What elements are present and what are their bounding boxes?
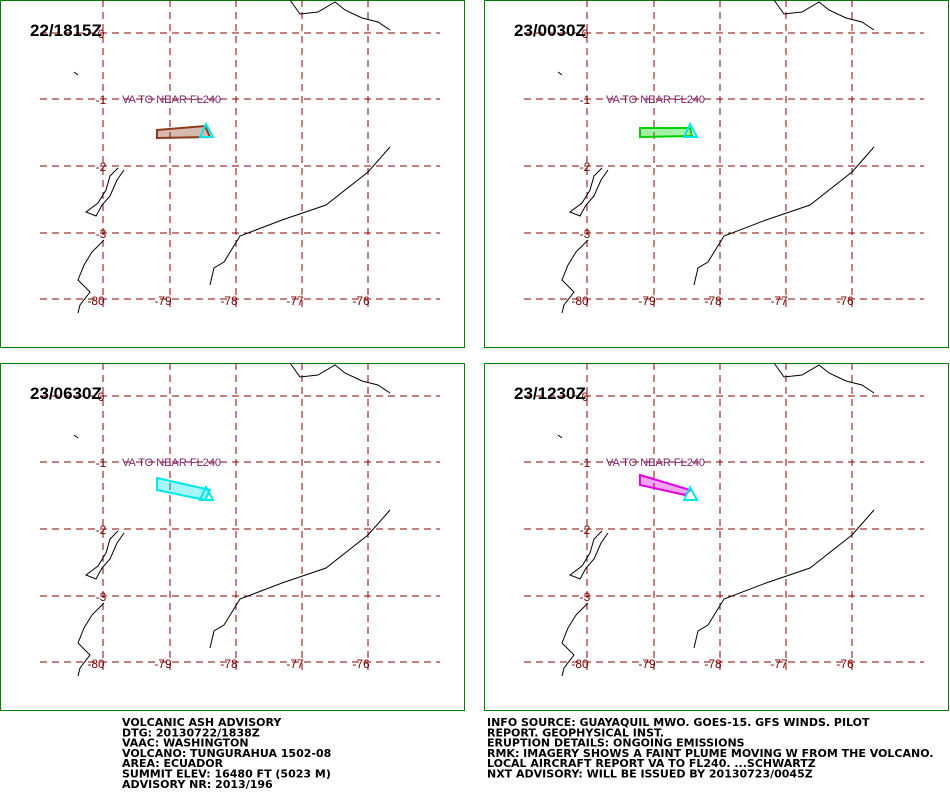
- advisory-line: VOLCANO: TUNGURAHUA 1502-08: [122, 747, 331, 760]
- lat-label: -1: [580, 456, 591, 470]
- lat-label: 0: [582, 27, 589, 41]
- map-panel: 0 -1 -2 -3 -80 -79 -78 -77 -76 VA TO NEAR FL240 23…: [0, 362, 465, 711]
- ash-hatch: [157, 478, 210, 500]
- map-panel: 0 -1 -2 -3 -80 -79 -78 -77 -76 VA TO NEAR FL240 23…: [484, 0, 949, 348]
- coastline: [209, 146, 391, 286]
- lon-label: -76: [352, 657, 370, 671]
- lon-label: -80: [87, 294, 105, 308]
- coastline: [73, 71, 79, 76]
- panel-frame: [484, 363, 949, 711]
- coastline: [693, 509, 875, 649]
- ash-area: [639, 473, 692, 497]
- coastline: [773, 362, 875, 394]
- coastline: [693, 146, 875, 286]
- panel-frame: [0, 363, 465, 711]
- coastline: [557, 71, 563, 76]
- lon-label: -76: [836, 294, 854, 308]
- advisory-line: DTG: 20130722/1838Z: [122, 726, 260, 739]
- coastline: [84, 530, 125, 580]
- lon-label: -77: [770, 294, 788, 308]
- lat-label: -3: [580, 227, 591, 241]
- advisory-line: LOCAL AIRCRAFT REPORT VA TO FL240. ...SC…: [487, 757, 816, 770]
- volcano-marker: [682, 121, 699, 138]
- advisory-line: VAAC: WASHINGTON: [122, 737, 249, 750]
- lat-label: -1: [96, 456, 107, 470]
- coastline: [77, 602, 105, 677]
- lon-label: -79: [638, 657, 656, 671]
- lon-label: -77: [286, 657, 304, 671]
- advisory-line: VOLCANIC ASH ADVISORY: [122, 716, 282, 729]
- lon-label: -79: [638, 294, 656, 308]
- lon-label: -78: [220, 294, 238, 308]
- valid-time: 22/1815Z: [30, 21, 102, 40]
- lon-label: -77: [286, 294, 304, 308]
- lon-label: -78: [220, 657, 238, 671]
- lon-label: -79: [154, 657, 172, 671]
- advisory-line: ERUPTION DETAILS: ONGOING EMISSIONS: [487, 737, 745, 750]
- lon-label: -79: [154, 294, 172, 308]
- lat-label: -3: [96, 590, 107, 604]
- lat-label: -1: [580, 93, 591, 107]
- advisory-line: INFO SOURCE: GUAYAQUIL MWO. GOES-15. GFS…: [487, 716, 870, 729]
- lon-label: -76: [352, 294, 370, 308]
- annotation: VA TO NEAR FL240: [606, 94, 705, 106]
- coastline: [73, 434, 79, 439]
- advisory-line: ADVISORY NR: 2013/196: [122, 778, 273, 791]
- annotation: VA TO NEAR FL240: [122, 457, 221, 469]
- lat-label: -3: [96, 227, 107, 241]
- coastline: [289, 0, 391, 31]
- ash-hatch: [640, 475, 690, 495]
- lon-label: -77: [770, 657, 788, 671]
- coastline: [209, 509, 391, 649]
- coastline: [289, 362, 391, 394]
- panel-frame: [0, 0, 465, 348]
- volcano-marker: [198, 121, 215, 138]
- advisory-line: AREA: ECUADOR: [122, 757, 224, 770]
- lat-label: -1: [96, 93, 107, 107]
- coastline: [568, 167, 609, 217]
- lon-label: -80: [87, 657, 105, 671]
- lat-label: -2: [580, 523, 591, 537]
- advisory-line: SUMMIT ELEV: 16480 FT (5023 M): [122, 768, 331, 781]
- lon-label: -76: [836, 657, 854, 671]
- annotation: VA TO NEAR FL240: [122, 94, 221, 106]
- coastline: [557, 434, 563, 439]
- advisory-line: RMK: IMAGERY SHOWS A FAINT PLUME MOVING …: [487, 747, 934, 760]
- map-panel: 0 -1 -2 -3 -80 -79 -78 -77 -76 VA TO NEAR FL240 23…: [484, 362, 949, 711]
- lon-label: -80: [571, 657, 589, 671]
- lat-label: -2: [96, 523, 107, 537]
- ash-hatch: [640, 128, 692, 137]
- advisory-line: NXT ADVISORY: WILL BE ISSUED BY 20130723…: [487, 768, 813, 781]
- valid-time: 23/1230Z: [514, 384, 586, 403]
- coastline: [568, 530, 609, 580]
- coastline: [561, 602, 589, 677]
- coastline: [84, 167, 125, 217]
- valid-time: 23/0630Z: [30, 384, 102, 403]
- annotation: VA TO NEAR FL240: [606, 457, 705, 469]
- map-panel: 0 -1 -2 -3 -80 -79 -78 -77 -76 VA TO NEAR FL240 22…: [0, 0, 465, 348]
- lon-label: -80: [571, 294, 589, 308]
- advisory-line: REPORT. GEOPHYSICAL INST.: [487, 726, 664, 739]
- lon-label: -78: [704, 294, 722, 308]
- lon-label: -78: [704, 657, 722, 671]
- lat-label: -2: [580, 160, 591, 174]
- coastline: [773, 0, 875, 31]
- lat-label: -3: [580, 590, 591, 604]
- ash-hatch: [157, 126, 210, 138]
- lat-label: 0: [98, 390, 105, 404]
- lat-label: -2: [96, 160, 107, 174]
- volcano-marker: [198, 484, 215, 501]
- lat-label: 0: [582, 390, 589, 404]
- coastline: [77, 239, 105, 314]
- valid-time: 23/0030Z: [514, 21, 586, 40]
- volcano-marker: [682, 484, 699, 501]
- coastline: [561, 239, 589, 314]
- lat-label: 0: [98, 27, 105, 41]
- panel-frame: [484, 0, 949, 348]
